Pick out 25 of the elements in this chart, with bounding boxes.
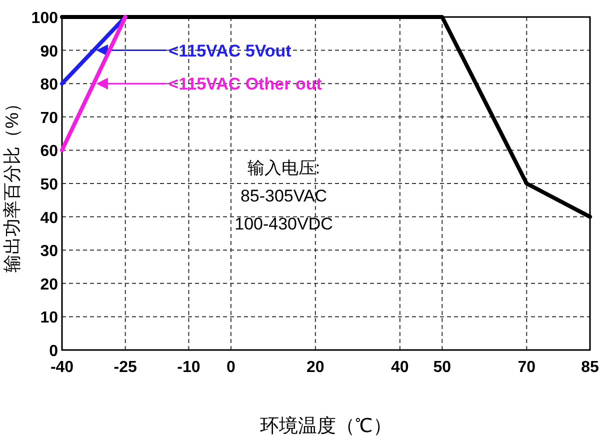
x-tick-label: 40: [391, 359, 409, 376]
annotation: 输入电压: 85-305VAC 100-430VDC: [234, 158, 333, 234]
x-axis-title: 环境温度（℃）: [260, 415, 392, 437]
x-tick-label: 85: [581, 359, 599, 376]
x-tick-label: 0: [226, 359, 236, 376]
y-tick-label: 70: [40, 110, 58, 127]
y-tick-label: 20: [40, 276, 58, 294]
y-tick-label: 30: [40, 243, 58, 260]
y-tick-label: 50: [40, 176, 58, 194]
y-tick-label: 80: [40, 76, 58, 94]
y-tick-label: 90: [40, 43, 58, 60]
x-tick-label: 70: [518, 359, 536, 376]
x-tick-label: -10: [177, 359, 200, 376]
x-tick-label: 50: [433, 359, 452, 376]
y-tick-label: 0: [49, 343, 58, 360]
y-tick-label: 10: [40, 310, 58, 327]
legend-label: <115VAC Other out: [168, 74, 322, 94]
x-tick-label: 20: [306, 359, 324, 376]
y-tick-label: 60: [40, 143, 58, 160]
x-tick-label: -40: [50, 359, 74, 376]
y-axis-title: 输出功率百分比（%）: [2, 94, 22, 273]
y-tick-label: 100: [31, 10, 58, 27]
x-tick-label: -25: [114, 359, 138, 376]
legend-label: <115VAC 5Vout: [168, 41, 292, 60]
y-tick-label: 40: [40, 210, 58, 227]
